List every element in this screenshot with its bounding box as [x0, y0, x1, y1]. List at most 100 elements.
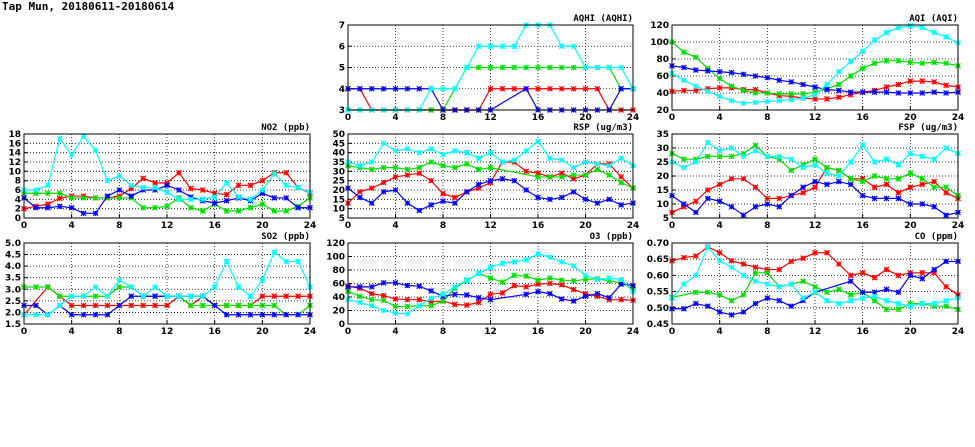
data-point: [356, 162, 363, 169]
y-tick-label: 0.70: [647, 239, 669, 249]
data-point: [919, 90, 926, 96]
data-point: [895, 195, 902, 202]
data-point: [80, 210, 87, 217]
data-point: [32, 302, 39, 309]
data-point: [847, 291, 854, 298]
data-point: [140, 302, 147, 309]
data-point: [594, 293, 601, 300]
data-point: [558, 281, 565, 288]
data-point: [32, 187, 39, 193]
data-point: [776, 195, 783, 202]
data-point: [776, 77, 783, 84]
data-point: [440, 291, 446, 298]
data-point: [931, 266, 938, 273]
x-tick-label: 4: [717, 113, 723, 123]
y-tick-label: 40: [332, 293, 345, 303]
data-point: [883, 57, 890, 64]
data-point: [558, 194, 565, 201]
data-point: [823, 289, 830, 296]
data-point: [907, 22, 914, 29]
data-point: [895, 272, 902, 279]
data-point: [440, 151, 446, 158]
chart-title: AQI (AQI): [909, 14, 958, 24]
x-tick-label: 0: [345, 327, 351, 337]
data-point: [680, 201, 687, 207]
data-point: [788, 90, 795, 97]
data-point: [475, 294, 482, 301]
data-point: [800, 81, 807, 88]
y-tick-label: 10: [8, 167, 21, 177]
data-point: [883, 286, 890, 293]
data-point: [788, 192, 795, 199]
y-tick-label: 0.45: [647, 320, 669, 330]
data-point: [859, 65, 866, 72]
x-tick-label: 20: [256, 221, 269, 231]
data-point: [440, 162, 446, 169]
data-point: [271, 311, 278, 318]
data-point: [582, 159, 589, 165]
data-point: [235, 302, 242, 309]
data-point: [199, 302, 206, 309]
data-point: [919, 78, 926, 85]
data-point: [104, 302, 111, 309]
data-point: [800, 90, 807, 97]
data-point: [92, 302, 99, 309]
data-point: [570, 43, 577, 50]
data-point: [716, 93, 723, 100]
data-point: [487, 291, 494, 298]
x-tick-label: 24: [627, 113, 640, 123]
data-point: [943, 258, 950, 265]
data-point: [44, 182, 51, 189]
x-tick-label: 24: [304, 221, 317, 231]
data-point: [223, 191, 230, 198]
data-point: [740, 71, 747, 78]
data-point: [164, 203, 170, 210]
data-point: [895, 24, 902, 31]
data-point: [392, 85, 399, 92]
data-point: [871, 274, 878, 281]
data-point: [475, 64, 482, 71]
data-point: [523, 283, 530, 290]
data-point: [847, 297, 854, 304]
y-tick-label: 6: [339, 42, 345, 52]
data-point: [943, 82, 950, 89]
data-point: [392, 174, 399, 180]
x-tick-label: 16: [208, 327, 221, 337]
data-point: [451, 147, 458, 154]
data-point: [606, 162, 613, 169]
data-point: [582, 172, 589, 178]
data-point: [511, 258, 518, 265]
x-tick-label: 20: [579, 113, 592, 123]
series-green: [669, 142, 961, 199]
data-point: [859, 295, 866, 302]
data-point: [92, 311, 99, 318]
data-point: [776, 90, 783, 97]
data-point: [776, 153, 783, 160]
data-point: [140, 184, 147, 191]
data-point: [164, 182, 170, 189]
data-point: [546, 155, 553, 162]
chart-title: CO (ppm): [915, 232, 958, 242]
y-tick-label: 0.55: [647, 288, 669, 298]
data-point: [68, 302, 75, 309]
data-point: [295, 184, 302, 191]
data-point: [259, 177, 266, 184]
data-point: [128, 302, 135, 309]
data-point: [368, 85, 375, 92]
data-point: [404, 303, 411, 310]
data-point: [704, 153, 711, 160]
data-point: [704, 139, 711, 146]
data-point: [788, 156, 795, 163]
data-point: [187, 204, 194, 211]
data-point: [392, 310, 399, 317]
data-point: [883, 84, 890, 90]
data-point: [392, 147, 399, 154]
data-point: [152, 293, 159, 300]
y-tick-label: 20: [656, 172, 669, 182]
data-point: [776, 203, 783, 210]
data-point: [618, 179, 625, 186]
data-point: [752, 264, 759, 271]
data-point: [356, 85, 363, 92]
data-point: [487, 296, 494, 303]
